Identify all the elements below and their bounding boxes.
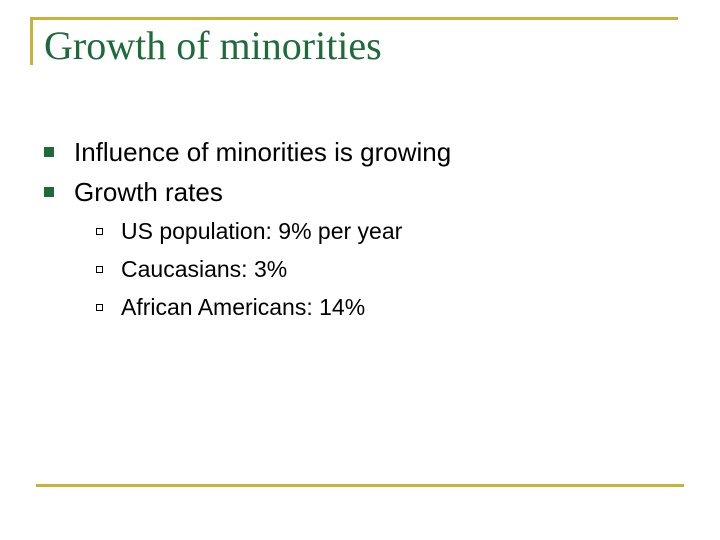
bullet-list: Influence of minorities is growing Growth…: [42, 132, 451, 326]
bullet-text: Influence of minorities is growing: [74, 136, 452, 167]
sub-bullet-text: African Americans: 14%: [121, 293, 366, 320]
bullet-text: Growth rates: [74, 176, 223, 207]
rule: [30, 17, 33, 65]
sub-bullet: Caucasians: 3%: [96, 250, 451, 288]
rule: [36, 484, 684, 487]
sub-bullet-marker: [96, 265, 103, 273]
slide-title: Growth of minorities: [44, 23, 382, 68]
sub-bullet-marker: [96, 303, 103, 311]
sub-bullet-marker: [96, 227, 103, 235]
sub-bullet: African Americans: 14%: [96, 288, 451, 326]
sub-bullet-text: Caucasians: 3%: [121, 255, 288, 282]
bullet-marker: [44, 147, 54, 157]
bullet-marker: [44, 187, 54, 197]
bullet: Influence of minorities is growing: [42, 132, 451, 172]
bullet: Growth rates: [42, 172, 451, 212]
sub-bullet-text: US population: 9% per year: [121, 217, 403, 244]
rule: [30, 17, 678, 20]
sub-bullet: US population: 9% per year: [96, 212, 451, 250]
